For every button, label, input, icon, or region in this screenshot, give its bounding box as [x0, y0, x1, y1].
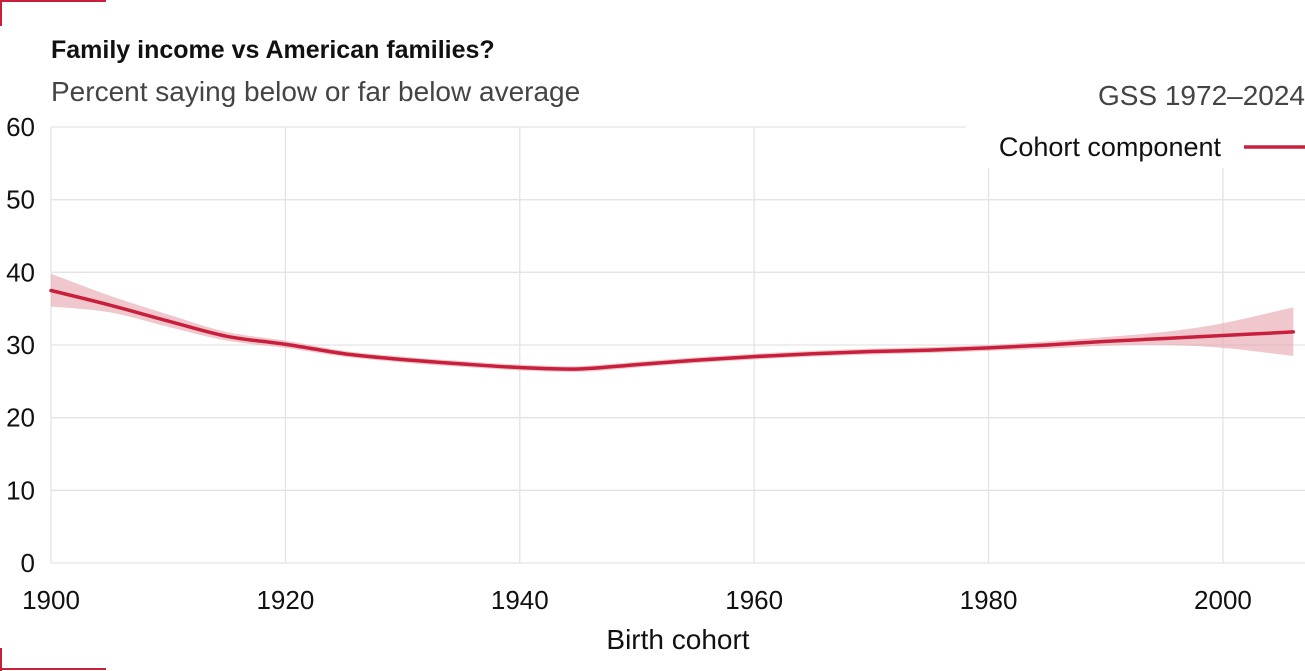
- series-line-layer: [49, 288, 1296, 371]
- chart-title: Family income vs American families?: [51, 36, 495, 64]
- chart-source: GSS 1972–2024: [1097, 80, 1305, 111]
- y-tick-label: 40: [6, 257, 35, 287]
- confidence-band: [51, 273, 1294, 373]
- legend-label: Cohort component: [999, 132, 1222, 162]
- x-tick-label: 1900: [22, 585, 80, 615]
- x-tick-label: 1960: [725, 585, 783, 615]
- tick-label-layer: 0 10 20 30 40 50 60 1900 1920 1940 1960 1980 2000: [6, 112, 1252, 615]
- y-tick-label: 60: [6, 112, 35, 142]
- chart-subtitle: Percent saying below or far below averag…: [51, 76, 581, 107]
- legend: Cohort component: [966, 124, 1305, 168]
- x-tick-label: 2000: [1194, 585, 1252, 615]
- y-tick-label: 20: [6, 403, 35, 433]
- confidence-band-layer: [51, 273, 1294, 373]
- corner-mark-bottom-vertical: [0, 648, 2, 671]
- y-tick-label: 0: [21, 548, 35, 578]
- y-tick-label: 10: [6, 475, 35, 505]
- corner-mark-top-horizontal: [0, 0, 106, 2]
- y-tick-label: 50: [6, 185, 35, 215]
- x-tick-label: 1920: [256, 585, 314, 615]
- x-axis-label: Birth cohort: [606, 624, 749, 655]
- x-tick-label: 1980: [960, 585, 1018, 615]
- x-tick-label: 1940: [491, 585, 549, 615]
- y-tick-label: 30: [6, 330, 35, 360]
- series-line-cohort-component: [49, 288, 1296, 371]
- corner-mark-top-vertical: [0, 0, 2, 26]
- corner-mark-bottom-horizontal: [0, 668, 106, 670]
